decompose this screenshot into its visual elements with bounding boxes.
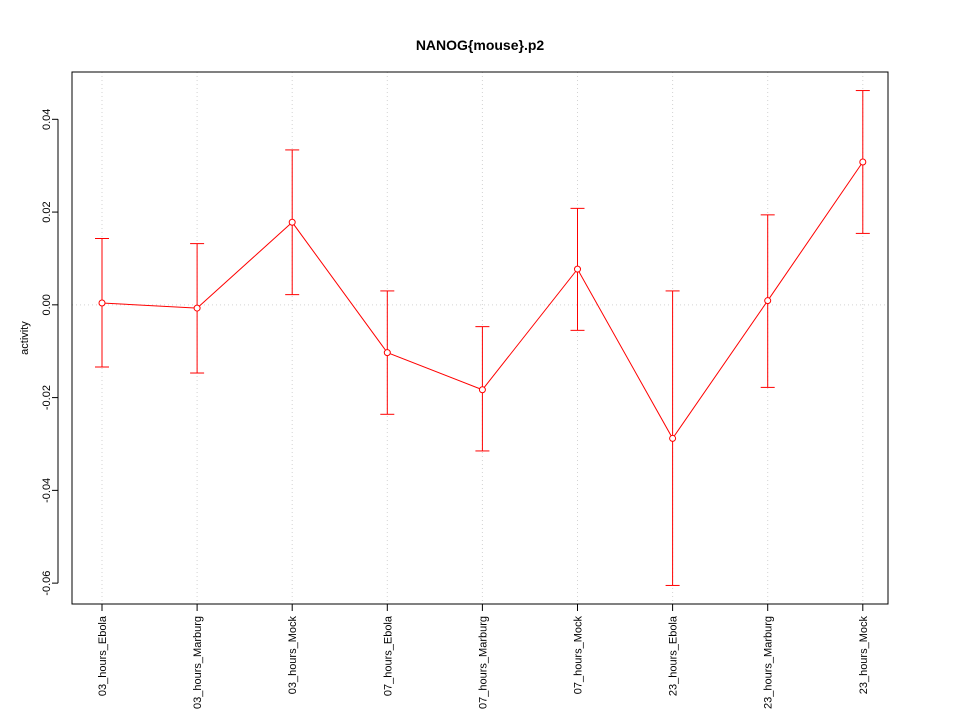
y-tick-label: -0.06 xyxy=(41,571,53,596)
data-point xyxy=(669,434,677,442)
y-axis-label: activity xyxy=(19,321,31,355)
x-tick-label: 23_hours_Ebola xyxy=(668,615,680,696)
series-layer xyxy=(95,90,870,586)
x-tick-label: 07_hours_Ebola xyxy=(382,615,394,696)
data-point xyxy=(574,265,581,273)
data-point xyxy=(478,386,486,394)
y-axis: -0.06 -0.04 -0.02 0.00 0.02 0.04 xyxy=(41,109,59,596)
x-tick-label: 03_hours_Ebola xyxy=(97,615,109,696)
x-tick-label: 03_hours_Marburg xyxy=(192,616,204,709)
chart-title: NANOG{mouse}.p2 xyxy=(416,37,545,53)
x-tick-label: 07_hours_Marburg xyxy=(477,616,489,709)
y-tick-label: 0.04 xyxy=(41,109,53,130)
grid xyxy=(72,72,888,604)
data-point xyxy=(98,299,106,307)
x-tick-label: 23_hours_Mock xyxy=(858,616,870,695)
data-point xyxy=(193,304,201,312)
x-axis: 03_hours_Ebola 03_hours_Marburg 03_hours_M… xyxy=(97,603,870,709)
y-tick-label: 0.02 xyxy=(41,201,53,222)
data-point xyxy=(859,158,867,166)
data-point xyxy=(383,349,391,357)
plot-frame xyxy=(71,71,889,605)
data-point xyxy=(764,297,772,305)
y-tick-label: -0.04 xyxy=(41,478,53,503)
data-point xyxy=(288,218,296,226)
x-tick-label: 03_hours_Mock xyxy=(287,616,299,695)
y-tick-label: -0.02 xyxy=(41,385,53,410)
y-tick-label: 0.00 xyxy=(41,294,53,315)
x-tick-label: 07_hours_Mock xyxy=(573,616,585,695)
x-tick-label: 23_hours_Marburg xyxy=(763,616,775,709)
